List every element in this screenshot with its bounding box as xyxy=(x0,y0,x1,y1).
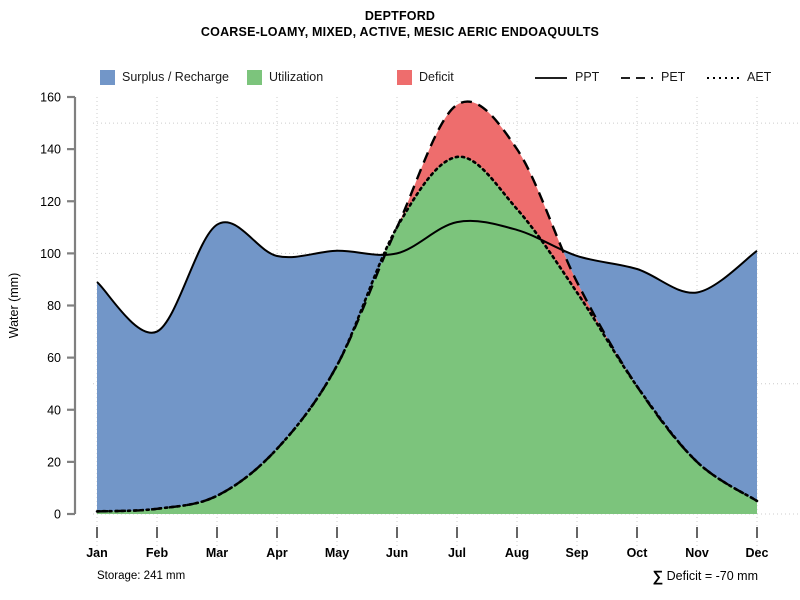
y-tick-label: 0 xyxy=(54,508,61,522)
legend-item-deficit: Deficit xyxy=(397,68,454,86)
data-lines xyxy=(95,100,759,513)
x-tick-label-aug: Aug xyxy=(505,546,529,560)
sigma-icon: ∑ xyxy=(652,568,664,585)
legend-label-aet: AET xyxy=(747,70,772,84)
chart-title: DEPTFORD xyxy=(364,9,436,23)
chart-legend: Surplus / Recharge Utilization Deficit P… xyxy=(100,68,771,86)
y-tick-label: 40 xyxy=(47,403,61,417)
y-tick-label: 100 xyxy=(40,247,61,261)
legend-label-utilization: Utilization xyxy=(269,70,324,84)
legend-line-ppt xyxy=(534,71,568,83)
y-tick-label: 20 xyxy=(47,455,61,469)
x-tick-label-apr: Apr xyxy=(266,546,288,560)
chart-subtitle: COARSE-LOAMY, MIXED, ACTIVE, MESIC AERIC… xyxy=(200,25,600,39)
tick-labels: 0 20 40 60 80 100 120 140 160 Jan Feb Mar Apr May Jun J… xyxy=(7,91,769,561)
series-line-ppt xyxy=(96,219,758,334)
legend-label-pet: PET xyxy=(661,70,686,84)
x-tick-label-mar: Mar xyxy=(206,546,228,560)
legend-item-surplus: Surplus / Recharge xyxy=(100,68,229,86)
x-tick-label-may: May xyxy=(325,546,349,560)
x-tick-label-jun: Jun xyxy=(386,546,408,560)
x-tick-label-feb: Feb xyxy=(146,546,169,560)
storage-annotation: Storage: 241 mm xyxy=(97,570,186,582)
y-tick-label: 120 xyxy=(40,195,61,209)
legend-swatch-surplus xyxy=(100,69,115,85)
legend-label-deficit: Deficit xyxy=(419,70,454,84)
y-tick-label: 160 xyxy=(40,91,61,105)
legend-label-ppt: PPT xyxy=(575,70,600,84)
x-tick-label-dec: Dec xyxy=(746,546,769,560)
legend-line-pet xyxy=(620,71,654,83)
chart-title-block: DEPTFORD COARSE-LOAMY, MIXED, ACTIVE, ME… xyxy=(0,8,800,40)
legend-swatch-utilization xyxy=(247,69,262,85)
legend-item-ppt: PPT xyxy=(534,68,599,86)
x-tick-label-oct: Oct xyxy=(627,546,649,560)
deficit-annotation-text: Deficit = -70 mm xyxy=(666,569,758,583)
x-tick-label-jul: Jul xyxy=(448,546,466,560)
legend-item-aet: AET xyxy=(706,68,771,86)
y-tick-label: 60 xyxy=(47,351,61,365)
deficit-annotation: ∑ Deficit = -70 mm xyxy=(652,568,758,585)
legend-label-surplus: Surplus / Recharge xyxy=(122,70,230,84)
legend-item-utilization: Utilization xyxy=(247,68,323,86)
legend-swatch-deficit xyxy=(397,69,412,85)
x-tick-label-sep: Sep xyxy=(566,546,589,560)
x-tick-label-jan: Jan xyxy=(86,546,108,560)
y-axis-label: Water (mm) xyxy=(7,273,21,339)
axes xyxy=(67,95,758,538)
x-tick-label-nov: Nov xyxy=(685,546,709,560)
legend-item-pet: PET xyxy=(620,68,685,86)
y-tick-label: 80 xyxy=(47,299,61,313)
area-fills xyxy=(97,101,757,514)
series-line-aet xyxy=(95,155,759,513)
y-tick-label: 140 xyxy=(40,143,61,157)
